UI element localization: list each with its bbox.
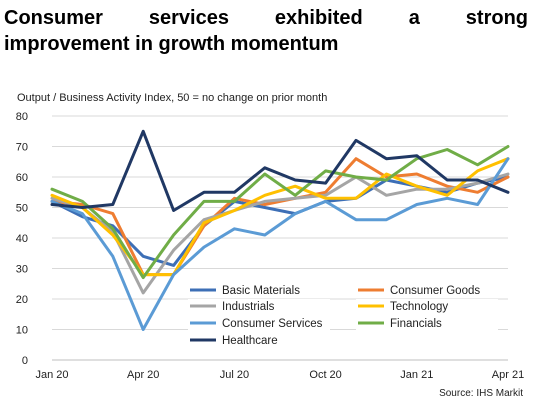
legend-label: Consumer Services — [222, 318, 323, 330]
y-tick-label: 60 — [16, 172, 28, 184]
x-tick-label: Jan 21 — [400, 369, 433, 381]
series-line — [50, 157, 510, 277]
x-axis: Jan 20 Apr 20 Jul 20 Oct 20 Jan 21 Apr 21 — [35, 359, 524, 381]
headline-word: services — [148, 7, 229, 29]
headline-word: exhibited — [274, 7, 363, 29]
y-tick-label: 30 — [16, 264, 28, 276]
legend-background — [188, 299, 330, 314]
series-line — [50, 145, 510, 280]
headline-line-1: Consumer services exhibited a strong — [4, 5, 528, 31]
legend-label: Healthcare — [222, 335, 278, 347]
y-tick-label: 0 — [22, 355, 28, 367]
series-line — [50, 129, 510, 212]
legend: Basic Materials Consumer Goods Industrials… — [188, 283, 498, 348]
x-tick-label: Jan 20 — [35, 369, 68, 381]
x-tick-label: Apr 21 — [492, 369, 524, 381]
y-tick-label: 40 — [16, 233, 28, 245]
legend-background — [188, 283, 330, 298]
y-axis: 0 10 20 30 40 50 60 70 80 — [16, 111, 28, 367]
y-tick-label: 10 — [16, 325, 28, 337]
legend-label: Industrials — [222, 301, 275, 313]
legend-label: Consumer Goods — [390, 285, 480, 297]
legend-background — [188, 316, 330, 331]
legend-background — [188, 333, 330, 348]
legend-background — [356, 299, 498, 314]
x-tick-label: Oct 20 — [309, 369, 341, 381]
chart-headline: Consumer services exhibited a strong imp… — [4, 5, 528, 57]
x-tick-label: Apr 20 — [127, 369, 159, 381]
series-line — [50, 157, 510, 331]
y-tick-label: 20 — [16, 294, 28, 306]
series-lines — [50, 129, 510, 331]
y-tick-label: 80 — [16, 111, 28, 123]
headline-word: strong — [465, 7, 528, 29]
y-tick-label: 70 — [16, 142, 28, 154]
legend-label: Financials — [390, 318, 442, 330]
legend-label: Basic Materials — [222, 285, 300, 297]
series-line — [50, 157, 510, 277]
legend-background — [356, 316, 498, 331]
legend-label: Technology — [390, 301, 448, 313]
source-note: Source: IHS Markit — [439, 388, 523, 399]
x-tick-label: Jul 20 — [220, 369, 249, 381]
chart-subtitle: Output / Business Activity Index, 50 = n… — [17, 92, 327, 104]
headline-line-2: improvement in growth momentum — [4, 33, 339, 55]
legend-background — [356, 283, 498, 298]
headline-word: Consumer — [4, 7, 103, 29]
y-tick-label: 50 — [16, 203, 28, 215]
headline-word: a — [408, 7, 420, 29]
